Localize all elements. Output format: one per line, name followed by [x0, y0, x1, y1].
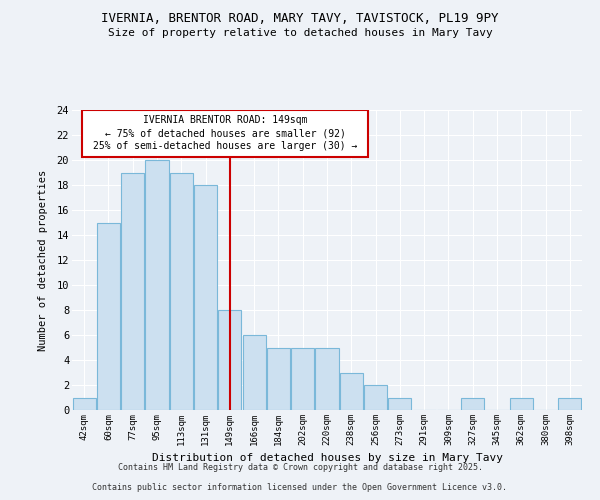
Text: 25% of semi-detached houses are larger (30) →: 25% of semi-detached houses are larger (… — [93, 142, 357, 152]
Bar — [559, 398, 581, 410]
Bar — [388, 398, 412, 410]
Bar — [316, 348, 338, 410]
Bar — [145, 160, 169, 410]
Bar — [510, 398, 533, 410]
Bar — [218, 310, 241, 410]
Text: Contains HM Land Registry data © Crown copyright and database right 2025.: Contains HM Land Registry data © Crown c… — [118, 464, 482, 472]
Bar — [170, 172, 193, 410]
FancyBboxPatch shape — [82, 110, 368, 156]
Bar — [267, 348, 290, 410]
Bar — [242, 335, 266, 410]
Bar — [291, 348, 314, 410]
Y-axis label: Number of detached properties: Number of detached properties — [38, 170, 49, 350]
Bar — [340, 372, 363, 410]
Text: IVERNIA BRENTOR ROAD: 149sqm: IVERNIA BRENTOR ROAD: 149sqm — [143, 115, 307, 125]
Bar — [97, 222, 120, 410]
Bar — [73, 398, 95, 410]
Text: IVERNIA, BRENTOR ROAD, MARY TAVY, TAVISTOCK, PL19 9PY: IVERNIA, BRENTOR ROAD, MARY TAVY, TAVIST… — [101, 12, 499, 26]
Text: Size of property relative to detached houses in Mary Tavy: Size of property relative to detached ho… — [107, 28, 493, 38]
Text: ← 75% of detached houses are smaller (92): ← 75% of detached houses are smaller (92… — [104, 128, 346, 138]
Bar — [121, 172, 144, 410]
Bar — [364, 385, 387, 410]
Text: Contains public sector information licensed under the Open Government Licence v3: Contains public sector information licen… — [92, 484, 508, 492]
Bar — [461, 398, 484, 410]
Bar — [194, 185, 217, 410]
X-axis label: Distribution of detached houses by size in Mary Tavy: Distribution of detached houses by size … — [151, 454, 503, 464]
